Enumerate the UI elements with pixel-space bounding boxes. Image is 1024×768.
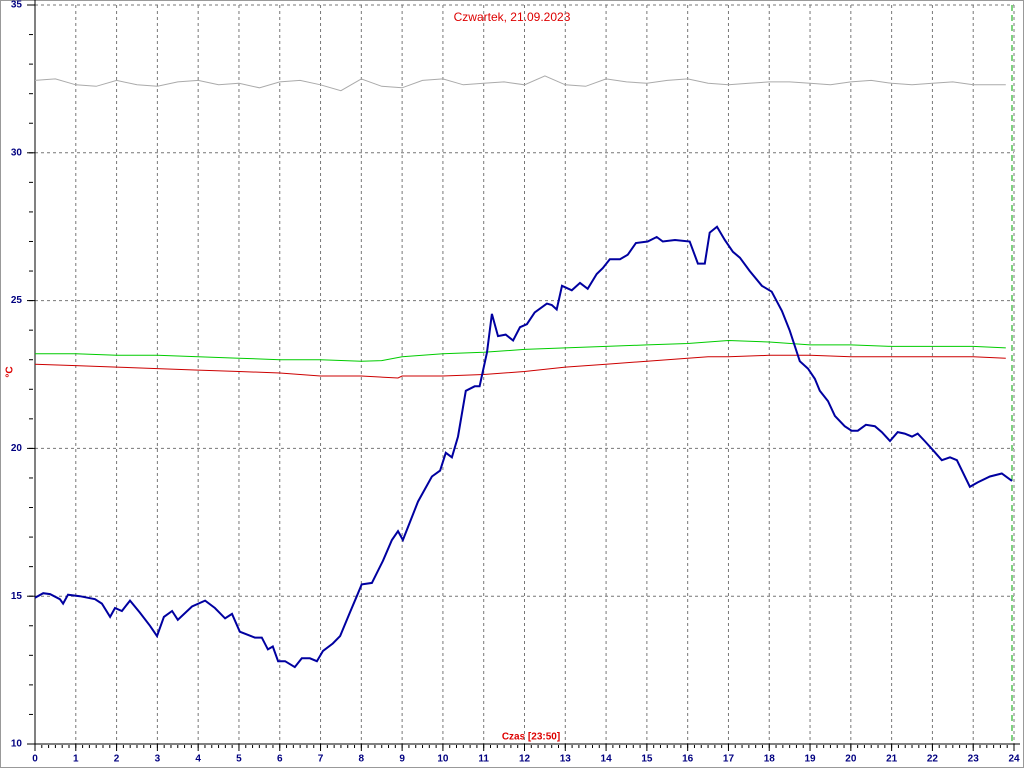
x-axis-label: Czas [23:50]	[502, 732, 560, 743]
x-tick-label: 20	[845, 754, 857, 765]
series-line	[35, 339, 1006, 362]
y-axis-label: °C	[5, 366, 16, 377]
x-tick-label: 22	[927, 754, 939, 765]
y-tick-label: 15	[11, 591, 23, 602]
x-tick-label: 19	[804, 754, 816, 765]
x-tick-label: 0	[32, 754, 38, 765]
x-tick-label: 16	[682, 754, 694, 765]
x-tick-label: 21	[886, 754, 898, 765]
x-tick-label: 14	[601, 754, 613, 765]
x-tick-label: 5	[236, 754, 242, 765]
x-tick-label: 3	[155, 754, 161, 765]
x-tick-label: 1	[73, 754, 79, 765]
x-tick-label: 12	[519, 754, 531, 765]
y-tick-label: 35	[11, 0, 23, 11]
x-tick-label: 2	[114, 754, 120, 765]
x-tick-label: 11	[478, 754, 489, 765]
chart-title: Czwartek, 21.09.2023	[454, 10, 571, 24]
x-tick-label: 9	[399, 754, 405, 765]
x-tick-label: 10	[437, 754, 449, 765]
x-tick-label: 13	[560, 754, 572, 765]
x-tick-label: 18	[764, 754, 776, 765]
series-line	[34, 354, 1006, 379]
x-tick-label: 7	[318, 754, 324, 765]
x-tick-label: 23	[968, 754, 980, 765]
y-tick-label: 25	[11, 295, 23, 306]
x-tick-label: 8	[359, 754, 365, 765]
x-tick-label: 4	[195, 754, 201, 765]
y-tick-label: 10	[11, 739, 23, 750]
x-tick-label: 15	[641, 754, 653, 765]
x-tick-label: 17	[723, 754, 735, 765]
y-tick-label: 20	[11, 443, 23, 454]
x-tick-label: 24	[1008, 754, 1020, 765]
x-tick-label: 6	[277, 754, 283, 765]
series-line	[34, 75, 1006, 92]
y-tick-label: 30	[11, 147, 23, 158]
series-line	[34, 225, 1013, 669]
